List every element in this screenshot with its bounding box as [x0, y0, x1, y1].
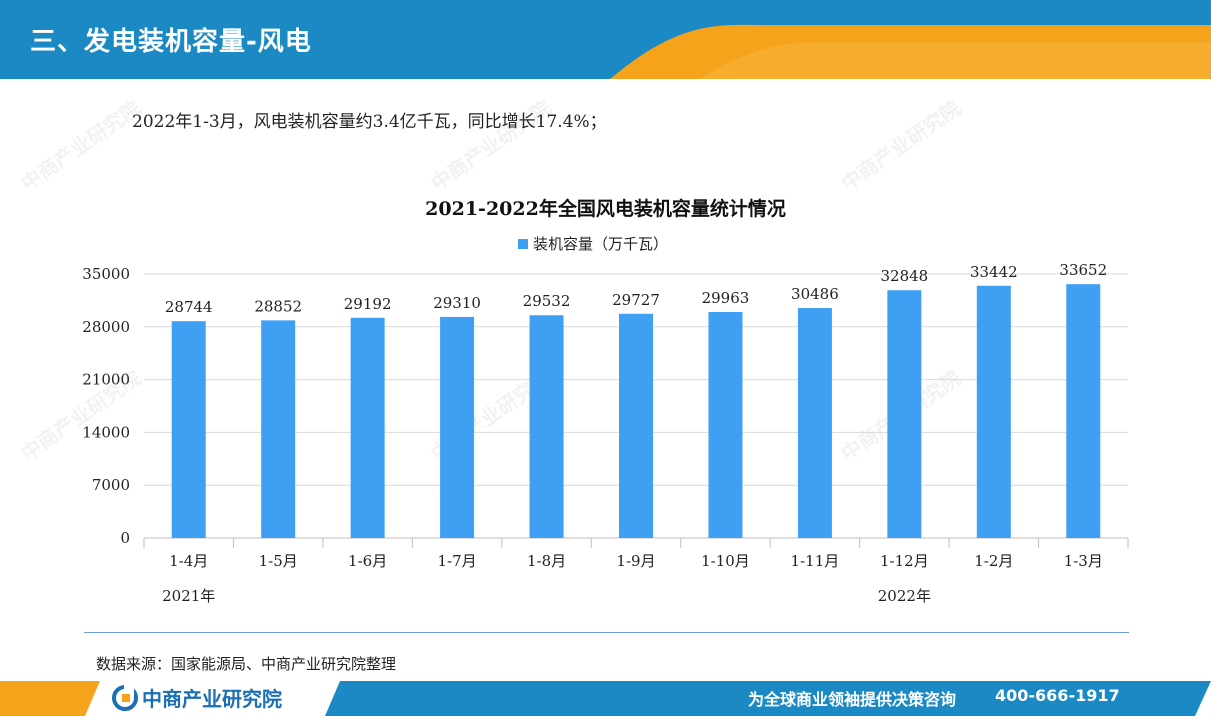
company-logo: 中商产业研究院 — [112, 683, 282, 712]
bar — [976, 285, 1011, 538]
x-tick-label: 1-10月 — [701, 552, 750, 570]
y-tick-label: 7000 — [92, 476, 130, 494]
header-background — [0, 0, 1211, 79]
x-tick-label: 1-11月 — [791, 552, 840, 570]
bar — [708, 311, 743, 538]
header-banner: 三、发电装机容量-风电 — [0, 0, 1211, 79]
logo-icon — [112, 684, 138, 711]
year-label: 2021年 — [162, 587, 215, 605]
x-tick-label: 1-12月 — [880, 552, 929, 570]
summary-text: 2022年1-3月，风电装机容量约3.4亿千瓦，同比增长17.4%； — [132, 112, 607, 132]
data-label: 33652 — [1059, 261, 1107, 279]
source-note: 数据来源：国家能源局、中商产业研究院整理 — [96, 655, 397, 673]
legend-swatch — [518, 238, 528, 249]
x-tick-label: 1-4月 — [169, 552, 208, 570]
page-title: 三、发电装机容量-风电 — [30, 27, 312, 57]
data-label: 29532 — [523, 292, 571, 310]
bar — [529, 315, 564, 538]
data-label: 32848 — [881, 267, 929, 285]
chart-legend: 装机容量（万千瓦） — [518, 233, 668, 254]
x-tick-label: 1-2月 — [974, 552, 1013, 570]
bar — [171, 321, 206, 538]
footer-phone: 400-666-1917 — [995, 686, 1120, 705]
y-tick-label: 0 — [120, 529, 130, 547]
data-label: 29192 — [344, 295, 392, 313]
data-label: 29727 — [612, 291, 660, 309]
footer-bar — [0, 681, 1211, 716]
data-label: 28744 — [165, 298, 213, 316]
y-tick-label: 28000 — [82, 318, 130, 336]
x-tick-label: 1-7月 — [438, 552, 477, 570]
y-tick-label: 14000 — [82, 423, 130, 441]
data-label: 30486 — [791, 285, 839, 303]
data-label: 29310 — [433, 294, 481, 312]
bar — [1066, 284, 1101, 538]
year-label: 2022年 — [878, 587, 931, 605]
bar — [440, 316, 475, 538]
x-tick-label: 1-9月 — [616, 552, 655, 570]
data-label: 28852 — [254, 297, 302, 315]
logo-text: 中商产业研究院 — [142, 687, 282, 711]
data-label: 33442 — [970, 263, 1018, 281]
x-tick-label: 1-6月 — [348, 552, 387, 570]
divider-line — [84, 632, 1129, 633]
bar — [619, 313, 653, 538]
legend-label: 装机容量（万千瓦） — [533, 235, 669, 253]
x-tick-label: 1-8月 — [527, 552, 566, 570]
bar — [887, 290, 922, 538]
bar — [797, 308, 832, 538]
x-tick-label: 1-3月 — [1064, 552, 1103, 570]
x-tick-label: 1-5月 — [259, 552, 298, 570]
bar — [350, 317, 385, 538]
footer-background — [0, 681, 1211, 716]
y-tick-label: 35000 — [82, 265, 130, 283]
chart-title: 2021-2022年全国风电装机容量统计情况 — [425, 198, 786, 220]
data-label: 29963 — [702, 289, 750, 307]
bar — [261, 320, 296, 538]
footer-slogan: 为全球商业领袖提供决策咨询 — [748, 690, 957, 709]
y-tick-label: 21000 — [82, 371, 130, 389]
